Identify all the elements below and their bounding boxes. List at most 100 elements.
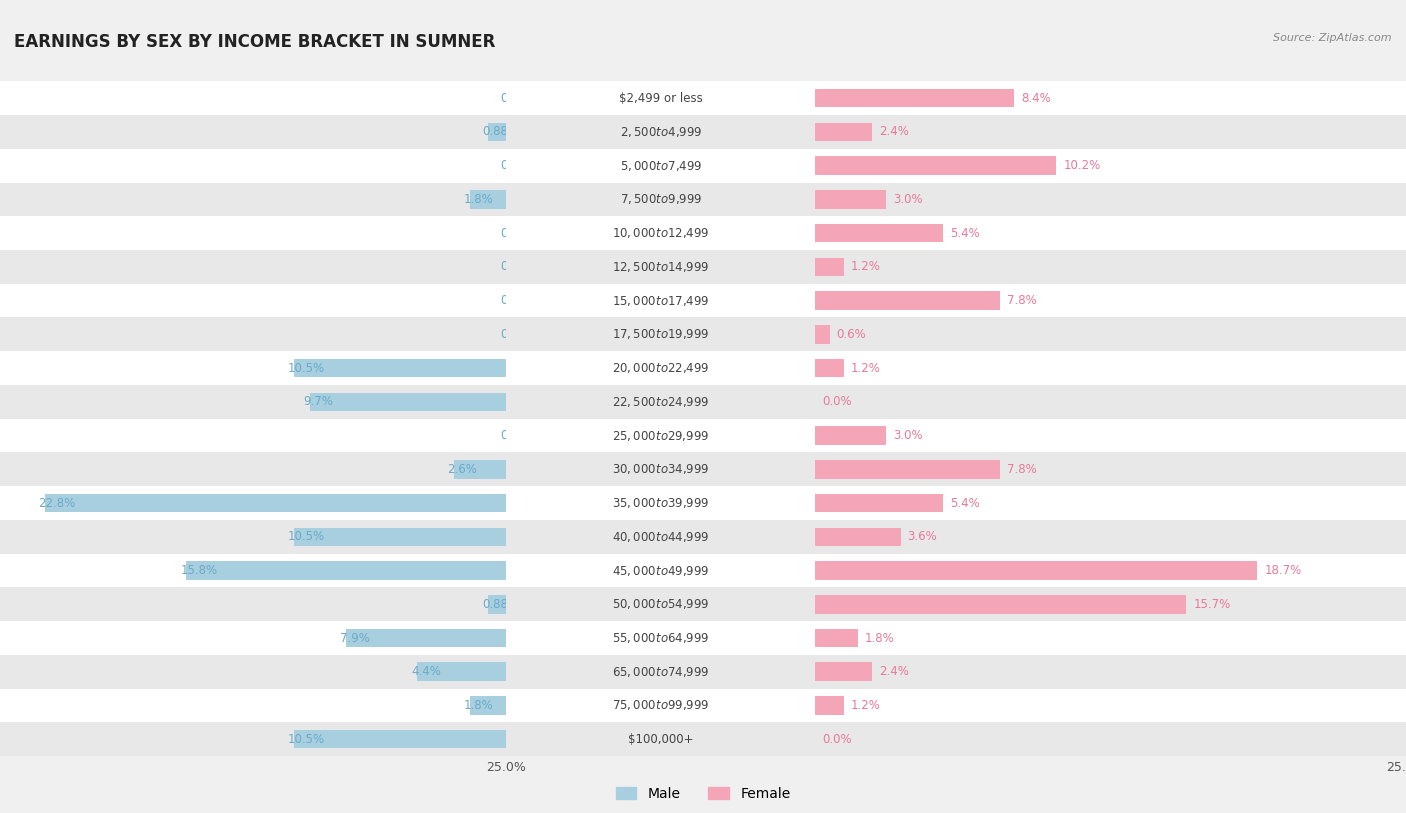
Bar [294,528,506,546]
Bar [0,723,506,756]
Text: 0.88%: 0.88% [482,125,519,138]
Bar [506,655,815,689]
Bar [815,291,1000,310]
Text: $10,000 to $12,499: $10,000 to $12,499 [612,226,710,240]
Text: $12,500 to $14,999: $12,500 to $14,999 [612,260,710,274]
Text: 7.9%: 7.9% [340,632,370,645]
Bar [0,621,506,655]
Bar [346,628,506,647]
Bar [0,452,506,486]
Text: $15,000 to $17,499: $15,000 to $17,499 [612,293,710,307]
Bar [506,317,815,351]
Bar [506,621,815,655]
Text: Source: ZipAtlas.com: Source: ZipAtlas.com [1274,33,1392,42]
Bar [0,587,506,621]
Bar [0,587,506,621]
Bar [506,250,815,284]
Bar [470,190,506,209]
Bar [815,224,943,242]
Bar [815,452,1406,486]
Bar [0,182,506,216]
Bar [506,385,815,419]
Text: 0.0%: 0.0% [501,328,530,341]
Bar [815,216,1406,250]
Text: $7,500 to $9,999: $7,500 to $9,999 [620,193,702,207]
Text: $50,000 to $54,999: $50,000 to $54,999 [612,598,710,611]
Bar [815,587,1406,621]
Bar [506,149,815,182]
Bar [815,81,1406,115]
Text: 1.2%: 1.2% [851,362,880,375]
Bar [815,190,886,209]
Text: 4.4%: 4.4% [411,665,441,678]
Bar [815,723,1406,756]
Bar [454,460,506,479]
Text: 10.5%: 10.5% [287,530,325,543]
Text: 10.5%: 10.5% [287,362,325,375]
Text: $55,000 to $64,999: $55,000 to $64,999 [612,631,710,645]
Bar [418,663,506,681]
Bar [0,689,506,723]
Bar [815,460,1000,479]
Bar [0,486,506,520]
Bar [815,723,1406,756]
Text: $17,500 to $19,999: $17,500 to $19,999 [612,328,710,341]
Bar [506,351,815,385]
Text: $2,500 to $4,999: $2,500 to $4,999 [620,125,702,139]
Bar [815,351,1406,385]
Text: 8.4%: 8.4% [1021,92,1050,105]
Text: $22,500 to $24,999: $22,500 to $24,999 [612,395,710,409]
Bar [506,587,815,621]
Text: $100,000+: $100,000+ [628,733,693,746]
Text: 18.7%: 18.7% [1264,564,1302,577]
Bar [506,689,815,723]
Bar [0,655,506,689]
Text: 15.7%: 15.7% [1194,598,1230,611]
Bar [0,284,506,317]
Bar [815,561,1257,580]
Bar [506,486,815,520]
Bar [815,250,1406,284]
Bar [815,258,844,276]
Bar [0,621,506,655]
Bar [506,216,815,250]
Text: $65,000 to $74,999: $65,000 to $74,999 [612,665,710,679]
Bar [506,621,815,655]
Text: 0.0%: 0.0% [501,92,530,105]
Bar [0,689,506,723]
Bar [815,359,844,377]
Bar [506,723,815,756]
Bar [506,452,815,486]
Text: 9.7%: 9.7% [304,395,333,408]
Bar [506,115,815,149]
Bar [506,486,815,520]
Bar [506,723,815,756]
Bar [186,561,506,580]
Bar [815,621,1406,655]
Bar [506,115,815,149]
Bar [815,419,1406,452]
Bar [0,554,506,587]
Text: 15.8%: 15.8% [180,564,218,577]
Bar [506,216,815,250]
Bar [815,689,1406,723]
Bar [0,149,506,182]
Bar [294,359,506,377]
Bar [506,587,815,621]
Bar [815,419,1406,452]
Text: 1.2%: 1.2% [851,699,880,712]
Bar [0,351,506,385]
Bar [506,351,815,385]
Bar [815,182,1406,216]
Bar [815,317,1406,351]
Bar [815,385,1406,419]
Bar [0,520,506,554]
Bar [0,317,506,351]
Bar [815,493,943,512]
Bar [815,115,1406,149]
Bar [506,689,815,723]
Bar [815,284,1406,317]
Text: 5.4%: 5.4% [950,227,980,240]
Bar [0,317,506,351]
Bar [506,149,815,182]
